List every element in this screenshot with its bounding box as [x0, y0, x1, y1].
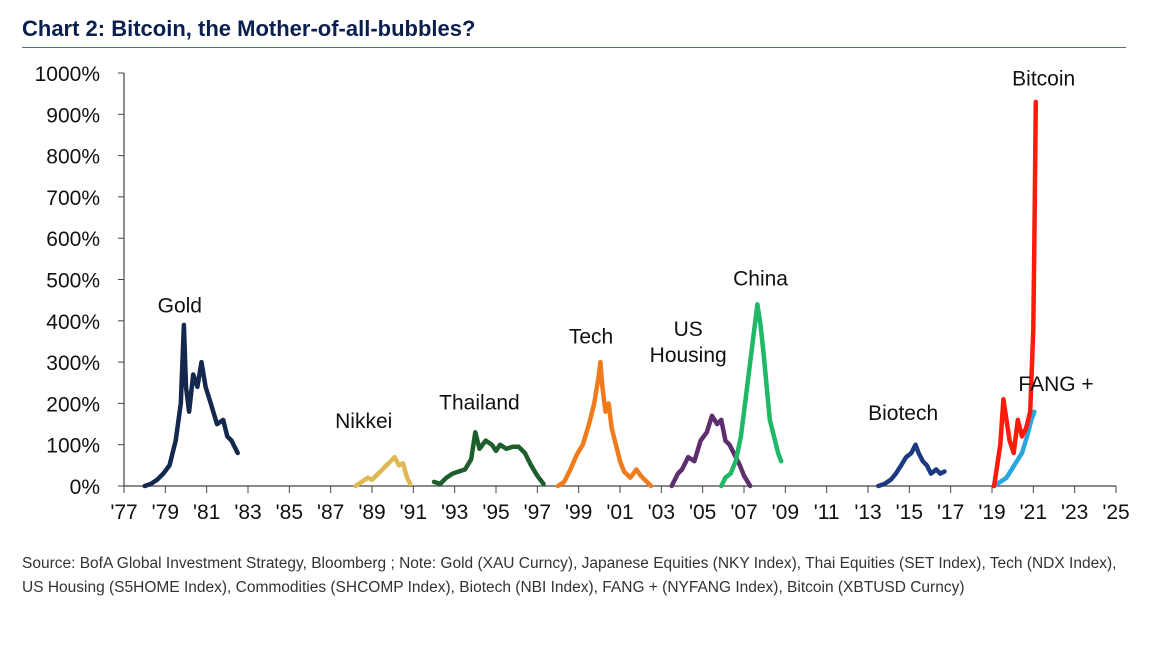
series-line-thailand: [431, 430, 546, 487]
x-tick-label: '13: [854, 501, 881, 524]
x-tick-label: '89: [358, 501, 385, 524]
y-tick-label: 400%: [46, 311, 100, 334]
series-line-fang: [991, 409, 1037, 489]
series-label-bitcoin: Bitcoin: [1012, 67, 1075, 90]
series-label-nikkei: Nikkei: [335, 410, 392, 433]
y-tick-label: 500%: [46, 270, 100, 293]
series-line-biotech: [876, 442, 947, 489]
chart-series-labels: Gold Nikkei Thailand Tech US Housing China Biot…: [158, 67, 1094, 433]
series-label-tech: Tech: [569, 326, 613, 349]
x-tick-label: '05: [689, 501, 716, 524]
y-tick-label: 800%: [46, 146, 100, 169]
series-line-gold: [142, 322, 240, 489]
x-tick-label: '11: [814, 501, 840, 524]
series-label-us-housing: US Housing: [650, 318, 727, 367]
y-tick-label: 300%: [46, 352, 100, 375]
y-tick-label: 1000%: [35, 63, 100, 86]
series-label-china: China: [733, 268, 788, 291]
y-tick-label: 100%: [46, 435, 100, 458]
y-tick-label: 600%: [46, 228, 100, 251]
x-tick-label: '07: [730, 501, 757, 524]
series-line-bitcoin: [991, 99, 1039, 489]
series-label-thailand: Thailand: [439, 392, 520, 415]
series-line-tech: [555, 359, 654, 489]
x-tick-label: '97: [524, 501, 551, 524]
x-tick-label: '25: [1102, 501, 1129, 524]
x-tick-label: '93: [441, 501, 468, 524]
x-tick-label: '17: [937, 501, 964, 524]
x-tick-label: '85: [276, 501, 303, 524]
x-tick-label: '99: [565, 501, 592, 524]
x-tick-label: '77: [110, 501, 137, 524]
x-tick-label: '03: [648, 501, 675, 524]
chart-title: Chart 2: Bitcoin, the Mother-of-all-bubb…: [22, 16, 476, 41]
series-line-nikkei: [353, 454, 413, 489]
x-tick-label: '19: [978, 501, 1005, 524]
x-tick-label: '23: [1061, 501, 1088, 524]
chart-series: [142, 99, 1039, 489]
series-label-gold: Gold: [158, 295, 202, 318]
series-label-biotech: Biotech: [868, 402, 938, 425]
x-tick-label: '95: [482, 501, 509, 524]
x-tick-label: '21: [1020, 501, 1047, 524]
series-line-china: [719, 302, 784, 489]
y-tick-label: 0%: [70, 476, 100, 499]
x-tick-label: '01: [606, 501, 633, 524]
source-note: Source: BofA Global Investment Strategy,…: [22, 555, 1117, 596]
y-tick-label: 900%: [46, 104, 100, 127]
y-tick-label: 200%: [46, 393, 100, 416]
title-divider: [22, 47, 1126, 48]
bubbles-line-chart: 0% 100% 200% 300% 400% 500% 600% 700% 800% 900% 10…: [35, 63, 1130, 524]
series-label-fang: FANG +: [1018, 373, 1093, 396]
y-tick-label: 700%: [46, 187, 100, 210]
chart-axes: 0% 100% 200% 300% 400% 500% 600% 700% 800% 900% 10…: [35, 63, 1130, 524]
x-tick-label: '91: [400, 501, 427, 524]
x-tick-label: '09: [772, 501, 799, 524]
x-tick-label: '79: [152, 501, 179, 524]
x-tick-label: '15: [896, 501, 923, 524]
x-tick-label: '87: [317, 501, 344, 524]
x-tick-label: '83: [234, 501, 261, 524]
x-tick-label: '81: [193, 501, 220, 524]
